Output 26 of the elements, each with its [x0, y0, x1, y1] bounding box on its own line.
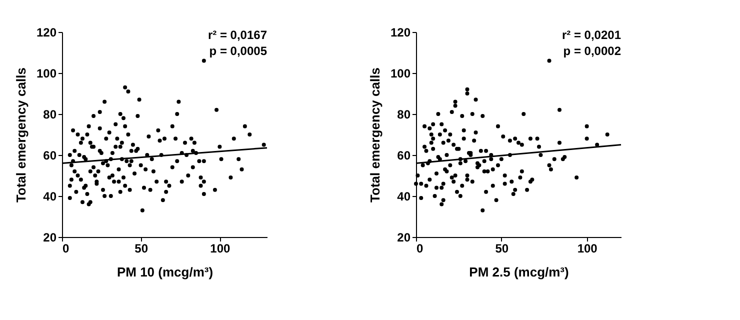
x-tick-label: 100 [210, 242, 231, 256]
y-tick-label: 100 [390, 66, 411, 80]
y-tick-label: 80 [397, 108, 411, 122]
y-tick-label: 120 [390, 26, 411, 40]
x-tick-label: 100 [577, 242, 598, 256]
x-axis-title: PM 2.5 (mcg/m³) [469, 264, 569, 280]
x-tick-label: 0 [62, 242, 70, 256]
x-tick-label: 0 [416, 242, 424, 256]
y-tick-label: 40 [397, 190, 411, 204]
annotation: p = 0,0002 [563, 44, 622, 58]
annotation: r² = 0,0167 [208, 28, 268, 42]
y-tick-label: 120 [36, 26, 57, 40]
y-axis-title: Total emergency calls [13, 68, 28, 202]
x-tick-label: 50 [495, 242, 509, 256]
y-tick-label: 60 [43, 148, 57, 162]
annotation: r² = 0,0201 [562, 28, 622, 42]
y-axis-title: Total emergency calls [367, 68, 382, 202]
y-tick-label: 40 [43, 190, 57, 204]
y-tick-label: 60 [397, 148, 411, 162]
x-tick-label: 50 [134, 242, 148, 256]
y-tick-label: 20 [397, 230, 411, 244]
y-tick-label: 80 [43, 108, 57, 122]
annotation: p = 0,0005 [209, 44, 268, 58]
x-axis-title: PM 10 (mcg/m³) [116, 264, 214, 280]
y-tick-label: 20 [43, 230, 57, 244]
y-tick-label: 100 [36, 66, 57, 80]
